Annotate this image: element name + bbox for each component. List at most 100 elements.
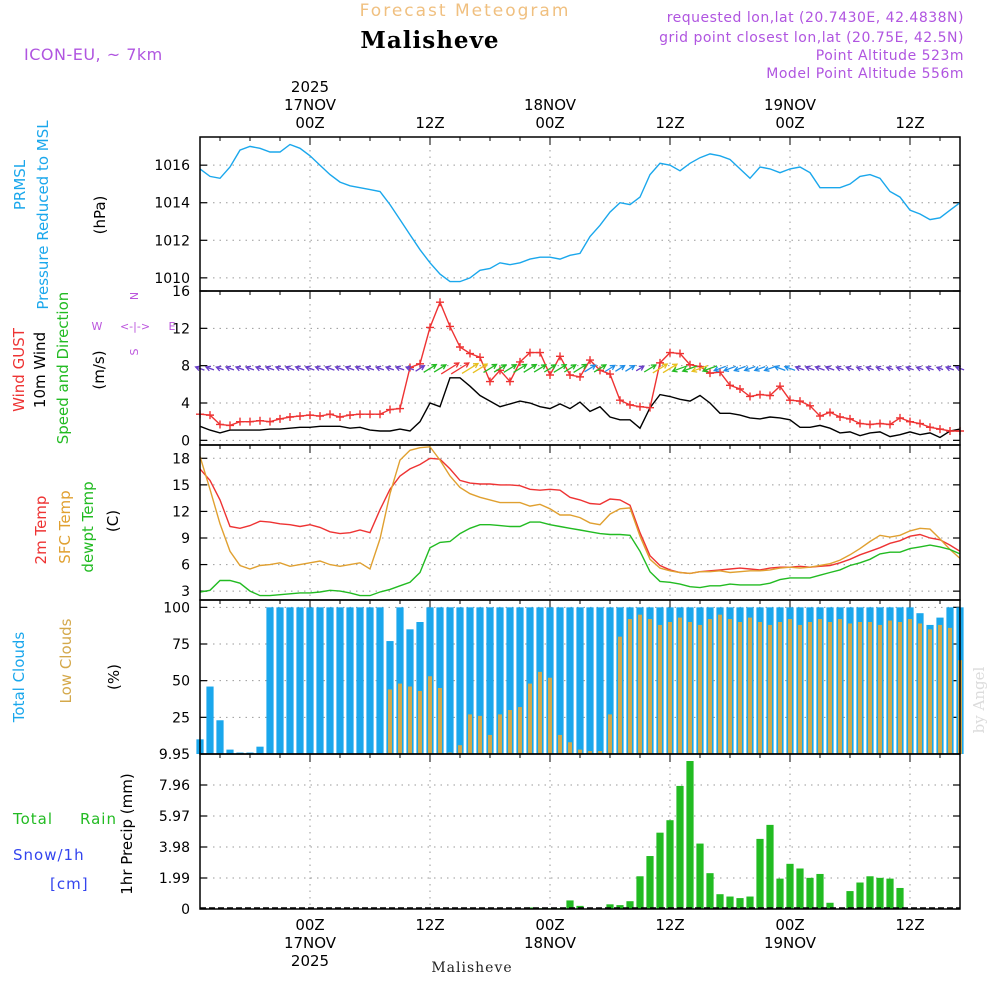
total-rain-bar: [796, 868, 804, 909]
total-clouds-bar: [586, 607, 594, 754]
total-rain-bar: [656, 832, 664, 909]
low-clouds-bar: [838, 619, 842, 754]
total-clouds-bar: [346, 607, 354, 754]
total-rain-bar: [816, 873, 824, 909]
wind-direction-arrow: [543, 364, 557, 373]
footer-location: Malisheve: [431, 960, 512, 976]
total-clouds-bar: [256, 746, 264, 754]
low-clouds-bar: [588, 751, 592, 754]
total-clouds-bar: [306, 607, 314, 754]
10m-wind-line: [199, 377, 961, 439]
total-clouds-bar: [516, 607, 524, 754]
low-clouds-bar: [478, 715, 482, 754]
low-clouds-bar: [598, 751, 602, 754]
wind-direction-arrow: [563, 364, 577, 373]
y-tick-label: 25: [172, 710, 190, 726]
gust-marker: [836, 413, 844, 421]
gust-marker: [376, 410, 384, 419]
gust-marker: [236, 417, 244, 426]
low-clouds-bar: [728, 619, 732, 754]
low-clouds-bar: [608, 714, 612, 754]
wind-direction-arrow: [483, 363, 498, 373]
date-label: 12Z: [655, 114, 684, 132]
wind-labels: Wind GUST 10m Wind Speed and Direction (…: [10, 292, 176, 445]
wind-direction-arrow: [364, 365, 375, 372]
total-rain-bar: [666, 820, 674, 909]
total-clouds-bar: [316, 607, 324, 754]
rain-label: Rain: [80, 810, 117, 828]
compass-rose: N W <-|-> E S: [92, 292, 176, 356]
total-clouds-bar: [606, 607, 614, 754]
wind-direction-arrow: [905, 365, 914, 372]
total-rain-bar: [896, 887, 904, 909]
wind-direction-arrow: [643, 364, 657, 373]
total-rain-bar: [866, 876, 874, 909]
total-clouds-bar: [506, 607, 514, 754]
date-label: 19NOV: [764, 96, 817, 114]
low-clouds-bar: [438, 688, 442, 754]
wind-direction-arrow: [712, 365, 727, 372]
gust-marker: [856, 419, 864, 428]
total-rain-bar: [676, 785, 684, 909]
total-clouds-bar: [336, 607, 344, 754]
wind-direction-arrow: [701, 365, 718, 373]
low-clouds-bar: [848, 623, 852, 754]
date-label: 17NOV: [284, 934, 337, 952]
wind-direction-arrow: [215, 365, 224, 372]
chart-panels: 1010 1012 1014 1016 0 4 8 12 16 3 6 9 12 15 18 25 50 75 10…: [154, 136, 965, 918]
gust-marker: [396, 404, 404, 413]
total-clouds-bar: [296, 607, 304, 754]
total-clouds-bar: [446, 607, 454, 754]
gust-marker: [266, 417, 274, 426]
compass-west: W: [92, 320, 103, 333]
low-clouds-bar: [818, 619, 822, 754]
gust-marker: [906, 417, 914, 426]
gust-marker: [316, 412, 324, 421]
gust-marker: [516, 357, 524, 366]
gust-marker: [326, 410, 334, 419]
y-tick-label: 3.98: [159, 840, 190, 856]
gust-marker: [606, 370, 614, 379]
gust-marker: [646, 403, 654, 412]
gust-marker: [356, 410, 364, 419]
total-clouds-bar: [526, 607, 534, 754]
gust-marker: [206, 411, 214, 420]
wind-direction-arrow: [845, 365, 854, 372]
low-clouds-bar: [778, 622, 782, 754]
total-clouds-bar: [266, 607, 274, 754]
total-clouds-bar: [356, 607, 364, 754]
precip-unit-label: 1hr Precip (mm): [118, 773, 136, 894]
y-tick-label: 0: [181, 433, 190, 449]
total-clouds-bar: [486, 607, 494, 754]
gust-marker: [486, 377, 494, 386]
wind-label: 10m Wind: [31, 332, 49, 408]
gust-marker: [736, 385, 744, 393]
gust-marker: [286, 413, 294, 421]
total-rain-bar: [876, 877, 884, 909]
wind-direction-arrow: [354, 365, 365, 372]
gust-marker: [546, 371, 554, 379]
y-tick-label: 9.95: [159, 747, 190, 763]
gust-marker: [426, 323, 434, 332]
low-clouds-bar: [388, 689, 392, 754]
y-tick-label: 18: [172, 451, 190, 467]
low-clouds-bar: [658, 624, 662, 754]
gust-marker: [626, 400, 634, 409]
date-label: 00Z: [775, 114, 804, 132]
location-title: Malisheve: [360, 27, 499, 54]
total-rain-bar: [766, 824, 774, 909]
wind-direction-arrow: [461, 362, 480, 374]
date-label: 12Z: [655, 916, 684, 934]
gust-marker: [436, 298, 444, 307]
wind-direction-arrow: [374, 365, 385, 372]
gust-marker: [746, 392, 754, 401]
gust-marker: [846, 414, 854, 423]
low-clouds-bar: [458, 745, 462, 754]
dewpt-label: dewpt Temp: [79, 481, 97, 572]
gust-marker: [306, 411, 314, 420]
2m-temp-line: [199, 457, 961, 575]
wind-direction-arrow: [915, 365, 924, 372]
wind-unit-label: (m/s): [90, 350, 108, 389]
total-clouds-bar: [226, 749, 234, 754]
date-label: 00Z: [535, 114, 564, 132]
